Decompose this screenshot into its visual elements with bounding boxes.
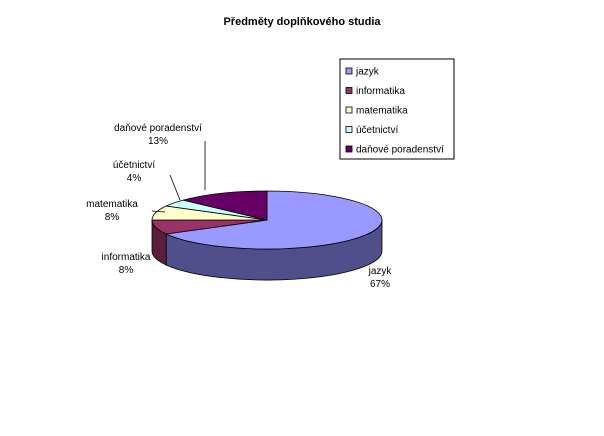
pie-tops: [151, 190, 383, 250]
slice-value-danove-poradenstvi: 13%: [148, 136, 168, 147]
legend-swatch-informatika: [345, 87, 353, 94]
leader-lines: [151, 141, 206, 213]
slice-value-jazyk: 67%: [370, 279, 390, 290]
legend-swatch-danove-poradenstvi: [345, 145, 353, 153]
leader-line-ucetnictvi: [169, 174, 181, 201]
legend-label-jazyk: jazyk: [355, 67, 380, 78]
slice-jazyk: [164, 190, 383, 250]
slice-value-matematika: 8%: [105, 212, 120, 223]
slice-danove-poradenstvi: [183, 190, 268, 221]
slice-label-matematika: matematika: [86, 199, 138, 210]
legend-label-danove-poradenstvi: daňové poradenství: [356, 145, 444, 156]
slice-label-jazyk: jazyk: [368, 266, 393, 277]
slice-labels: jazyk 67% informatika 8% matematika 8% účetnic…: [86, 123, 392, 290]
legend: jazyk informatika matematika účetnictví daňo…: [339, 58, 455, 160]
slice-value-ucetnictvi: 4%: [127, 173, 142, 184]
slice-value-informatika: 8%: [119, 265, 134, 276]
legend-label-ucetnictvi: účetnictví: [356, 125, 398, 136]
slice-label-danove-poradenstvi: daňové poradenství: [114, 123, 202, 134]
legend-box: [339, 58, 455, 160]
legend-label-matematika: matematika: [356, 106, 408, 117]
legend-swatch-jazyk: [345, 67, 353, 75]
slice-label-informatika: informatika: [102, 252, 151, 263]
chart-title: Předměty doplňkového studia: [223, 16, 381, 28]
legend-swatch-ucetnictvi: [345, 126, 353, 133]
leader-line-matematika: [151, 210, 166, 213]
slice-label-ucetnictvi: účetnictví: [113, 160, 155, 171]
legend-label-informatika: informatika: [356, 86, 405, 97]
legend-swatch-matematika: [345, 106, 353, 114]
